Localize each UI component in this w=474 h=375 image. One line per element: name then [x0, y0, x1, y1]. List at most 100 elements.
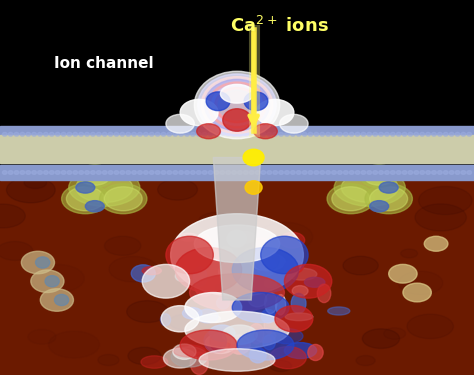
- Circle shape: [349, 132, 354, 136]
- Circle shape: [326, 171, 330, 174]
- Ellipse shape: [166, 114, 194, 133]
- Ellipse shape: [223, 109, 251, 131]
- Circle shape: [467, 171, 472, 174]
- Ellipse shape: [131, 266, 157, 280]
- Ellipse shape: [244, 92, 268, 111]
- Ellipse shape: [401, 249, 418, 258]
- Circle shape: [396, 132, 401, 136]
- Circle shape: [67, 171, 72, 174]
- Circle shape: [249, 132, 254, 136]
- Circle shape: [44, 132, 48, 136]
- Circle shape: [320, 132, 325, 136]
- Circle shape: [102, 132, 107, 136]
- Circle shape: [32, 171, 36, 174]
- Circle shape: [132, 132, 137, 136]
- Ellipse shape: [292, 286, 308, 296]
- Ellipse shape: [220, 84, 254, 103]
- Ellipse shape: [208, 82, 266, 128]
- Circle shape: [226, 132, 230, 136]
- Ellipse shape: [257, 222, 313, 252]
- Bar: [0, 135, 474, 163]
- Circle shape: [49, 171, 54, 174]
- Ellipse shape: [194, 71, 280, 139]
- Circle shape: [296, 132, 301, 136]
- Circle shape: [461, 132, 466, 136]
- Circle shape: [449, 132, 454, 136]
- Circle shape: [244, 171, 248, 174]
- Ellipse shape: [254, 124, 277, 139]
- Ellipse shape: [365, 184, 412, 214]
- Circle shape: [455, 171, 460, 174]
- Circle shape: [137, 171, 142, 174]
- Ellipse shape: [69, 169, 140, 206]
- Ellipse shape: [243, 248, 258, 262]
- Ellipse shape: [80, 167, 110, 185]
- Circle shape: [73, 171, 78, 174]
- Ellipse shape: [362, 329, 400, 348]
- Circle shape: [191, 132, 195, 136]
- Ellipse shape: [219, 247, 233, 261]
- Circle shape: [196, 132, 201, 136]
- Circle shape: [167, 132, 172, 136]
- Circle shape: [179, 132, 183, 136]
- Circle shape: [308, 132, 313, 136]
- Circle shape: [102, 171, 107, 174]
- Ellipse shape: [7, 177, 55, 203]
- Ellipse shape: [40, 289, 73, 311]
- Circle shape: [85, 171, 90, 174]
- Circle shape: [291, 171, 295, 174]
- Ellipse shape: [415, 204, 466, 231]
- Circle shape: [291, 132, 295, 136]
- Ellipse shape: [275, 340, 305, 356]
- Ellipse shape: [66, 187, 104, 211]
- Circle shape: [379, 132, 383, 136]
- Circle shape: [373, 132, 378, 136]
- Ellipse shape: [62, 184, 109, 214]
- Ellipse shape: [389, 264, 417, 283]
- Ellipse shape: [226, 277, 251, 285]
- Circle shape: [132, 171, 137, 174]
- Circle shape: [26, 171, 31, 174]
- Ellipse shape: [210, 331, 230, 352]
- Ellipse shape: [109, 256, 157, 282]
- Ellipse shape: [275, 306, 313, 332]
- Circle shape: [114, 132, 119, 136]
- Circle shape: [243, 149, 264, 166]
- Circle shape: [114, 171, 119, 174]
- Ellipse shape: [370, 187, 408, 211]
- Text: Ca$^{2+}$ ions: Ca$^{2+}$ ions: [230, 16, 329, 36]
- Circle shape: [185, 132, 190, 136]
- Circle shape: [443, 171, 448, 174]
- Circle shape: [391, 132, 395, 136]
- Circle shape: [245, 181, 262, 194]
- Circle shape: [296, 171, 301, 174]
- Circle shape: [67, 132, 72, 136]
- Circle shape: [337, 132, 342, 136]
- Ellipse shape: [205, 333, 237, 354]
- Circle shape: [149, 171, 154, 174]
- Circle shape: [237, 132, 242, 136]
- Circle shape: [443, 132, 448, 136]
- Circle shape: [137, 132, 142, 136]
- Circle shape: [408, 171, 413, 174]
- Circle shape: [284, 171, 289, 174]
- Ellipse shape: [308, 344, 323, 360]
- Circle shape: [167, 171, 172, 174]
- Ellipse shape: [76, 165, 114, 188]
- Circle shape: [79, 132, 83, 136]
- Circle shape: [396, 171, 401, 174]
- Ellipse shape: [264, 316, 278, 334]
- Ellipse shape: [180, 233, 198, 241]
- Circle shape: [361, 171, 366, 174]
- Circle shape: [126, 171, 131, 174]
- Ellipse shape: [360, 165, 398, 188]
- Circle shape: [32, 132, 36, 136]
- Bar: [0, 126, 474, 142]
- Ellipse shape: [45, 276, 59, 287]
- Ellipse shape: [255, 328, 275, 343]
- Ellipse shape: [256, 99, 294, 126]
- Ellipse shape: [284, 343, 317, 358]
- Ellipse shape: [199, 349, 275, 371]
- Circle shape: [438, 171, 442, 174]
- Ellipse shape: [238, 286, 257, 297]
